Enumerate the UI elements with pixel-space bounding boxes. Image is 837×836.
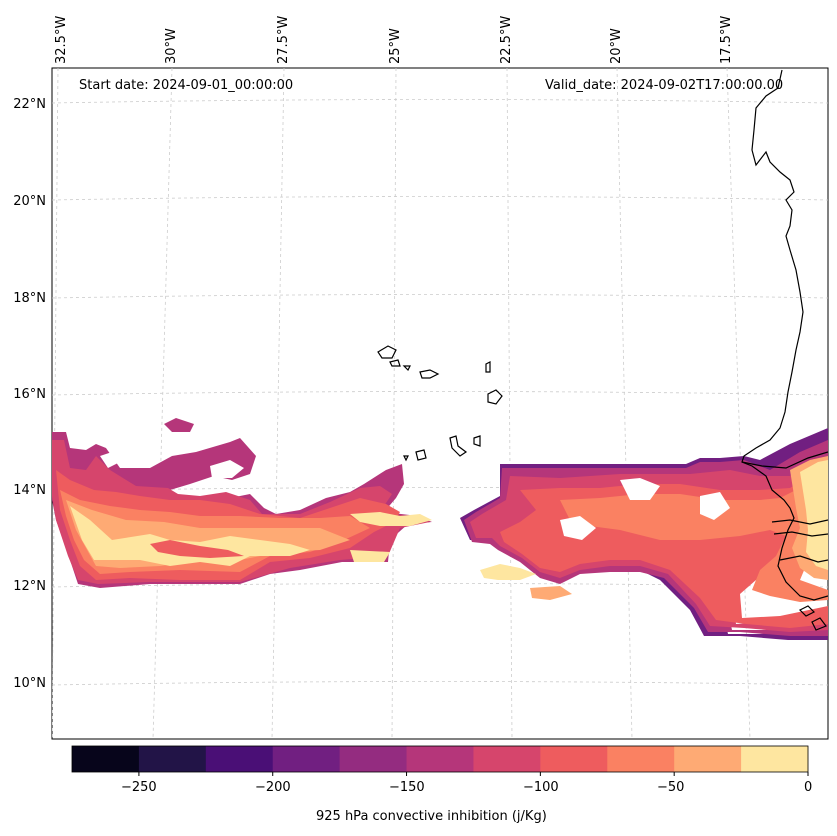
africa-coastline <box>741 69 828 601</box>
santo-antao-island <box>377 345 397 359</box>
contour-pale <box>350 512 432 526</box>
contour-pale <box>350 550 390 562</box>
sao-vicente-island <box>389 359 401 367</box>
lon-label-17-5: 17.5°W <box>719 15 734 64</box>
senegal-river-border <box>741 451 828 469</box>
boa-vista-island <box>487 389 503 405</box>
cbar-tick-label: −150 <box>389 780 425 795</box>
field-gap <box>100 452 120 468</box>
contour-warm <box>150 540 244 558</box>
grid-lat-12 <box>52 583 828 588</box>
contour-light <box>530 586 572 600</box>
lon-label-25: 25°W <box>388 28 403 64</box>
sal-island <box>485 361 491 373</box>
cbar-tick-label: 0 <box>804 780 813 795</box>
grid-lon-22-5 <box>506 68 513 739</box>
guinea-bissau-border <box>779 555 828 563</box>
contour-orange <box>560 480 828 602</box>
lat-label-18: 18°N <box>13 291 46 306</box>
field-gap <box>700 492 730 520</box>
cbar-tick-label: −250 <box>121 780 157 795</box>
grid-lon-27-5 <box>271 68 285 739</box>
lat-label-10: 10°N <box>13 676 46 691</box>
contour-pale <box>480 564 536 580</box>
grid-lon-20 <box>616 68 633 739</box>
santiago-island <box>449 435 468 457</box>
santa-luzia-island <box>402 365 411 372</box>
grid-lon-25 <box>391 68 397 739</box>
grid-lat-18 <box>52 294 828 299</box>
maio-island <box>473 435 481 447</box>
grid-lon-30 <box>152 68 173 739</box>
lon-label-20: 20°W <box>609 28 624 64</box>
coastlines <box>377 69 828 631</box>
sao-nicolau-island <box>419 369 440 379</box>
gambia-border <box>771 519 828 537</box>
lat-label-12: 12°N <box>13 579 46 594</box>
contour-pale <box>70 506 310 566</box>
lat-label-22: 22°N <box>13 97 46 112</box>
lat-label-16: 16°N <box>13 387 46 402</box>
contour-deep <box>164 418 194 432</box>
start-date-label: Start date: 2024-09-01_00:00:00 <box>79 78 294 93</box>
cbar-tick-label: −200 <box>255 780 291 795</box>
colorbar-label: 925 hPa convective inhibition (j/Kg) <box>316 809 547 824</box>
cbar-tick-label: −100 <box>523 780 559 795</box>
grid-lon-32-5 <box>52 68 59 739</box>
grid-lat-22 <box>52 99 828 104</box>
map-frame <box>51 67 829 740</box>
grid-lat-10 <box>52 681 828 686</box>
brava-island <box>403 455 409 462</box>
lon-label-27-5: 27.5°W <box>276 15 291 64</box>
field-gap <box>210 460 244 478</box>
field-gap <box>560 516 596 540</box>
bijagos-islands <box>798 605 827 631</box>
cbar-tick-label: −50 <box>657 780 685 795</box>
cin-field <box>52 418 828 640</box>
valid-date-label: Valid_date: 2024-09-02T17:00:00.00 <box>545 78 784 93</box>
lat-label-20: 20°N <box>13 194 46 209</box>
grid-lat-16 <box>52 391 828 396</box>
fogo-island <box>415 449 427 461</box>
lon-label-30: 30°W <box>164 28 179 64</box>
field-gap <box>620 478 660 500</box>
grid-lat-20 <box>52 196 828 201</box>
lon-label-22-5: 22.5°W <box>499 15 514 64</box>
lat-label-14: 14°N <box>13 483 46 498</box>
contour-pale <box>800 460 828 570</box>
lon-label-32-5: 32.5°W <box>54 15 69 64</box>
